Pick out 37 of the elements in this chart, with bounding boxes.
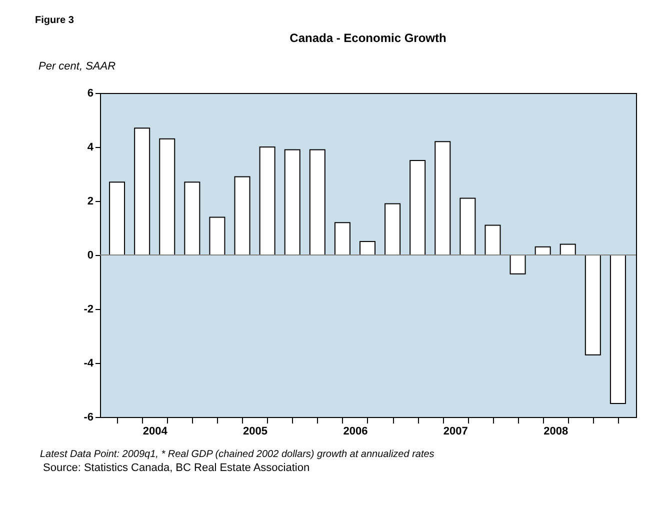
y-tick-label: 0 — [87, 250, 94, 262]
x-tick-label: 2008 — [544, 426, 568, 438]
bar — [434, 141, 451, 256]
x-tick-label: 2005 — [243, 426, 268, 438]
y-tick-label: 4 — [87, 142, 94, 154]
bar — [410, 160, 426, 256]
x-tick-label: 2004 — [142, 426, 168, 438]
bar — [284, 149, 300, 256]
bar — [109, 182, 126, 256]
source-note: Source: Statistics Canada, BC Real Estate Association — [43, 462, 310, 474]
y-axis-title: Per cent, SAAR — [38, 60, 116, 72]
bar — [384, 203, 401, 256]
bar — [234, 176, 250, 256]
bar — [184, 182, 200, 256]
bar — [334, 222, 350, 256]
bar — [484, 224, 501, 256]
bar — [309, 149, 326, 256]
x-tick-label: 2006 — [343, 426, 368, 438]
bar — [610, 254, 626, 404]
y-tick-label: -6 — [84, 412, 94, 424]
y-tick-label: -2 — [84, 304, 94, 316]
bar — [159, 138, 176, 256]
y-tick-label: -4 — [84, 358, 94, 370]
y-tick-label: 6 — [87, 88, 94, 100]
chart-title: Canada - Economic Growth — [290, 31, 446, 45]
bar — [360, 241, 376, 256]
bar — [259, 146, 276, 256]
bar — [584, 254, 601, 356]
caption: Figure 3 — [35, 15, 74, 26]
bar — [460, 198, 476, 256]
x-tick-label: 2007 — [443, 426, 468, 438]
bar — [134, 128, 150, 256]
bar — [560, 244, 576, 256]
text: Latest Data Point: 2009q1, * Real GDP (chained 2002 dollars) growth at annualized rates — [40, 449, 434, 460]
bar — [510, 254, 526, 274]
y-tick-label: 2 — [87, 196, 94, 208]
bar — [209, 216, 226, 256]
